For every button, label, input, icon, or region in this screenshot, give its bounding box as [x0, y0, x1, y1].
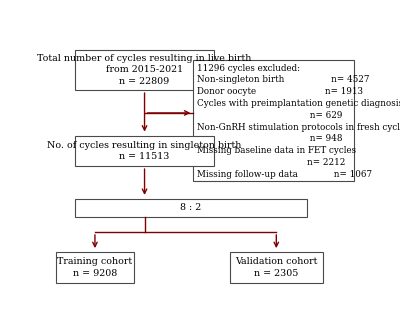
Text: Validation cohort
n = 2305: Validation cohort n = 2305 — [235, 257, 318, 278]
Text: 8 : 2: 8 : 2 — [180, 203, 202, 213]
FancyBboxPatch shape — [75, 50, 214, 90]
FancyBboxPatch shape — [75, 199, 307, 217]
FancyBboxPatch shape — [193, 60, 354, 181]
FancyBboxPatch shape — [230, 252, 323, 283]
Text: 11296 cycles excluded:
Non-singleton birth                 n= 4527
Donor oocyte : 11296 cycles excluded: Non-singleton bir… — [197, 63, 400, 179]
Text: No. of cycles resulting in singleton birth
n = 11513: No. of cycles resulting in singleton bir… — [47, 140, 242, 161]
FancyBboxPatch shape — [75, 136, 214, 166]
FancyBboxPatch shape — [56, 252, 134, 283]
Text: Total number of cycles resulting in live birth
from 2015-2021
n = 22809: Total number of cycles resulting in live… — [37, 54, 252, 86]
Text: Training cohort
n = 9208: Training cohort n = 9208 — [57, 257, 132, 278]
